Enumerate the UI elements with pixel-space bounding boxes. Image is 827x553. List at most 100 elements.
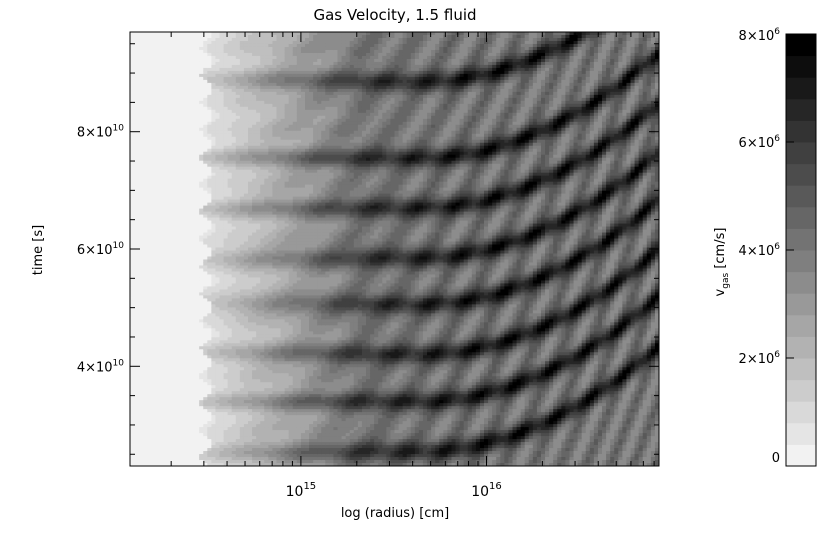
field-cell [146, 355, 151, 359]
field-cell [166, 196, 172, 201]
field-cell [174, 82, 180, 87]
field-cell [150, 235, 156, 240]
field-cell [154, 133, 160, 138]
field-cell [138, 439, 143, 443]
field-cell [170, 133, 176, 138]
field-cell [134, 241, 139, 246]
field-cell [170, 352, 176, 356]
field-cell [174, 385, 180, 389]
field-cell [142, 316, 147, 320]
field-cell [158, 238, 164, 243]
field-cell [146, 61, 151, 66]
field-cell [162, 184, 168, 189]
field-cell [170, 451, 176, 455]
field-cell [166, 97, 172, 102]
field-cell [154, 130, 160, 135]
field-cell [170, 145, 176, 150]
field-cell [130, 154, 135, 159]
field-cell [170, 304, 176, 308]
field-cell [134, 325, 139, 329]
field-cell [138, 373, 143, 377]
field-cell [150, 67, 156, 72]
field-cell [150, 130, 156, 135]
field-cell [142, 46, 147, 51]
field-cell [170, 418, 176, 422]
field-cell [174, 241, 180, 246]
field-cell [162, 457, 168, 461]
field-cell [158, 187, 164, 192]
field-cell [146, 361, 151, 365]
field-cell [178, 301, 184, 305]
field-cell [146, 259, 151, 264]
field-cell [130, 118, 135, 123]
field-cell [158, 136, 164, 141]
field-cell [150, 448, 156, 452]
field-cell [154, 178, 160, 183]
field-cell [150, 295, 156, 299]
field-cell [154, 322, 160, 326]
field-cell [146, 313, 151, 317]
field-cell [146, 424, 151, 428]
field-cell [178, 202, 184, 207]
field-cell [162, 34, 168, 39]
field-cell [138, 262, 143, 267]
field-cell [170, 175, 176, 180]
field-cell [166, 88, 172, 93]
field-cell [170, 247, 176, 252]
field-cell [166, 391, 172, 395]
field-cell [166, 445, 172, 449]
field-cell [182, 52, 188, 57]
field-cell [178, 391, 184, 395]
field-cell [150, 118, 156, 123]
field-cell [170, 154, 176, 159]
field-cell [178, 169, 184, 174]
field-cell [146, 76, 151, 81]
field-cell [170, 67, 176, 72]
field-cell [150, 394, 156, 398]
field-cell [178, 460, 184, 464]
field-cell [174, 34, 180, 39]
field-cell [146, 358, 151, 362]
field-cell [162, 418, 168, 422]
field-cell [134, 142, 139, 147]
field-cell [142, 400, 147, 404]
field-cell [138, 238, 143, 243]
field-cell [166, 229, 172, 234]
field-cell [154, 154, 160, 159]
field-cell [158, 55, 164, 60]
field-cell [130, 67, 135, 72]
field-cell [162, 115, 168, 120]
field-cell [134, 148, 139, 153]
field-cell [142, 334, 147, 338]
field-cell [162, 238, 168, 243]
field-cell [170, 430, 176, 434]
field-cell [170, 277, 176, 282]
field-cell [166, 67, 172, 72]
field-cell [146, 331, 151, 335]
field-cell [154, 256, 160, 261]
field-cell [178, 313, 184, 317]
field-cell [158, 121, 164, 126]
field-cell [130, 214, 135, 219]
field-cell [150, 313, 156, 317]
field-cell [146, 436, 151, 440]
field-cell [130, 298, 135, 302]
field-cell [130, 58, 135, 63]
field-cell [174, 199, 180, 204]
field-cell [138, 205, 143, 210]
field-cell [178, 415, 184, 419]
field-cell [170, 184, 176, 189]
field-cell [146, 343, 151, 347]
field-cell [178, 397, 184, 401]
field-cell [178, 406, 184, 410]
field-cell [166, 193, 172, 198]
field-cell [178, 76, 184, 81]
field-cell [142, 418, 147, 422]
field-cell [166, 199, 172, 204]
field-cell [162, 148, 168, 153]
field-cell [178, 106, 184, 111]
field-cell [134, 70, 139, 75]
field-cell [162, 415, 168, 419]
field-cell [170, 157, 176, 162]
field-cell [178, 388, 184, 392]
